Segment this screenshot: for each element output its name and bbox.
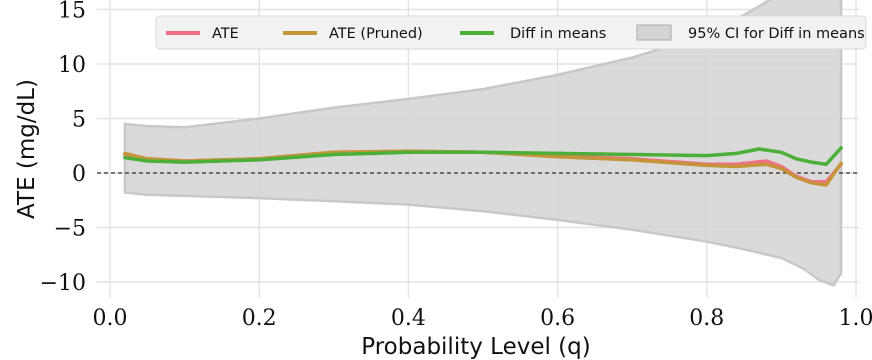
y-tick-3: 5 xyxy=(72,108,86,133)
y-tick-0: −10 xyxy=(40,271,86,296)
x-tick-0: 0.0 xyxy=(93,306,128,331)
y-tick-labels: −10 −5 0 5 10 15 xyxy=(40,0,86,296)
legend-label-ate: ATE xyxy=(212,26,239,42)
x-tick-1: 0.2 xyxy=(242,306,277,331)
x-tick-5: 1.0 xyxy=(839,306,872,331)
series-line-diff-in-means xyxy=(123,146,843,167)
x-tick-labels: 0.0 0.2 0.4 0.6 0.8 1.0 xyxy=(93,306,872,331)
y-tick-4: 10 xyxy=(58,53,86,78)
y-tick-1: −5 xyxy=(54,217,86,242)
y-tick-5: 15 xyxy=(58,0,86,24)
y-axis-label: ATE (mg/dL) xyxy=(14,79,40,219)
x-axis-label: Probability Level (q) xyxy=(361,334,590,360)
legend: ATE ATE (Pruned) Diff in means 95% CI fo… xyxy=(155,15,867,50)
series-lines xyxy=(123,146,843,187)
x-tick-4: 0.8 xyxy=(689,306,724,331)
x-tick-2: 0.4 xyxy=(391,306,426,331)
legend-swatch-ci xyxy=(636,24,672,41)
legend-label-diff-in-means: Diff in means xyxy=(510,26,606,42)
x-tick-3: 0.6 xyxy=(540,306,575,331)
legend-frame xyxy=(155,15,867,50)
ci-band xyxy=(123,0,843,287)
legend-label-ate-pruned: ATE (Pruned) xyxy=(329,26,423,42)
ci-band-area xyxy=(123,0,843,287)
y-tick-2: 0 xyxy=(72,162,86,187)
legend-label-ci: 95% CI for Diff in means xyxy=(688,26,865,42)
